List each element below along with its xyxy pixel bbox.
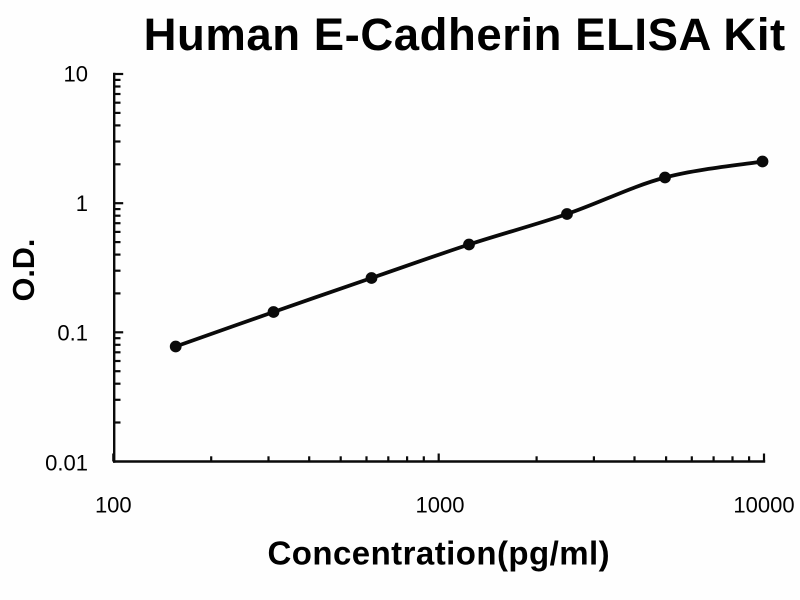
svg-text:Human E-Cadherin ELISA Kit: Human E-Cadherin ELISA Kit	[144, 9, 786, 60]
svg-text:100: 100	[95, 492, 132, 517]
svg-text:Concentration(pg/ml): Concentration(pg/ml)	[267, 534, 610, 571]
svg-text:1: 1	[76, 191, 88, 216]
svg-text:O.D.: O.D.	[7, 239, 41, 302]
svg-text:1000: 1000	[416, 492, 465, 517]
svg-text:0.01: 0.01	[45, 450, 88, 475]
svg-text:10: 10	[64, 61, 88, 86]
svg-text:0.1: 0.1	[57, 320, 88, 345]
svg-text:10000: 10000	[733, 492, 794, 517]
